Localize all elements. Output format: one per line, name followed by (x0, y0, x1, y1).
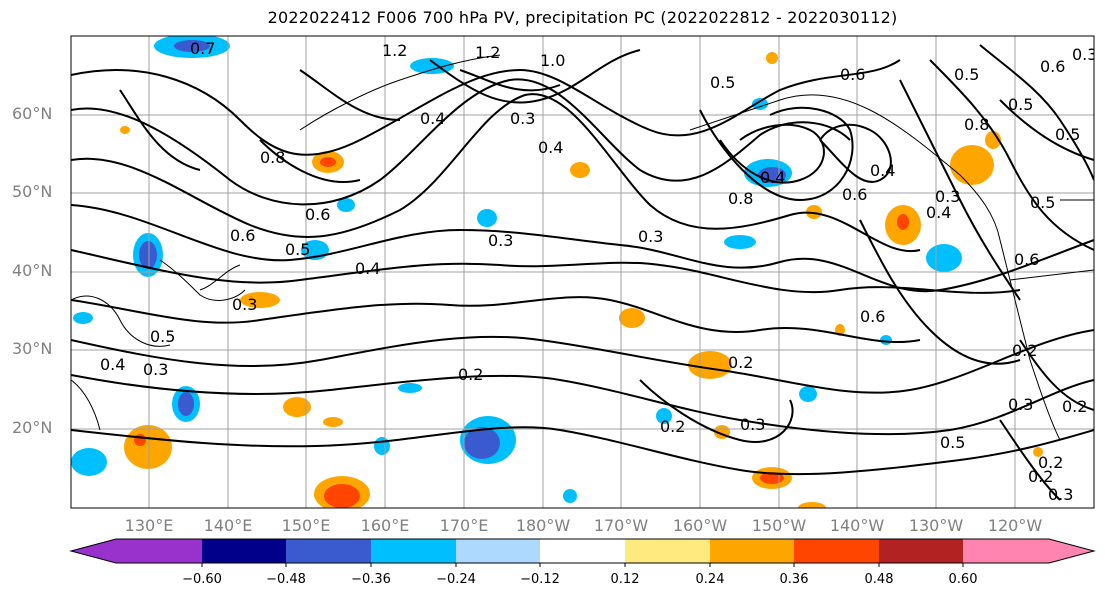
lat-label-50n: 50°N (12, 182, 53, 201)
contour-label: 0.3 (638, 227, 663, 246)
contour-label: 0.3 (232, 295, 257, 314)
map-title: 2022022412 F006 700 hPa PV, precipitatio… (267, 8, 898, 27)
contour-label: 1.0 (540, 51, 565, 70)
contour-label: 0.6 (1040, 57, 1065, 76)
contour-label: 0.7 (190, 39, 215, 58)
contour-label: 0.5 (954, 65, 979, 84)
contour-label: 0.5 (940, 433, 965, 452)
contour-label: 0.2 (728, 353, 753, 372)
contour-label: 0.5 (1008, 95, 1033, 114)
contour-label: 0.6 (230, 226, 255, 245)
contour-label: 0.4 (100, 355, 125, 374)
contour-label: 0.5 (150, 327, 175, 346)
contour-label: 0.3 (143, 360, 168, 379)
contour-label: 0.5 (1030, 193, 1055, 212)
contour-label: 1.2 (382, 41, 407, 60)
colorbar-tick: 0.12 (610, 572, 640, 587)
contour-label: 0.8 (728, 189, 753, 208)
contour-label: 0.2 (1012, 341, 1037, 360)
lon-label: 130°E (124, 516, 174, 535)
contour-label: 0.4 (760, 168, 785, 187)
contour-label: 0.5 (710, 73, 735, 92)
colorbar-tick: 0.60 (948, 572, 978, 587)
contour-label: 0.5 (1055, 125, 1080, 144)
contour-label: 0.2 (1038, 453, 1063, 472)
colorbar-tick: 0.48 (864, 572, 894, 587)
lon-label: 180°W (515, 516, 571, 535)
colorbar-tick: 0.24 (695, 572, 725, 587)
lon-label: 170°E (439, 516, 489, 535)
map-field: 0.7 1.2 1.2 1.0 0.5 0.6 0.5 0.8 0.4 0.3 … (71, 36, 1097, 508)
contour-label: 0.4 (538, 138, 563, 157)
contour-label: 0.4 (355, 259, 380, 278)
contour-label: 0.4 (420, 109, 445, 128)
contour-label: 0.3 (740, 415, 765, 434)
contour-label: 0.4 (870, 161, 895, 180)
colorbar-tick: −0.24 (436, 572, 476, 587)
contour-label: 0.3 (935, 187, 960, 206)
colorbar-tick: −0.48 (266, 572, 306, 587)
colorbar-tick: −0.36 (351, 572, 391, 587)
contour-label: 0.3 (488, 231, 513, 250)
lat-label-30n: 30°N (12, 339, 53, 358)
contour-label: 0.6 (1014, 250, 1039, 269)
lon-label: 160°W (672, 516, 728, 535)
contour-label: 0.3 (1048, 485, 1073, 504)
colorbar-tick: −0.12 (520, 572, 560, 587)
contour-label: 0.8 (964, 115, 989, 134)
lon-label: 140°W (829, 516, 885, 535)
lon-label: 140°E (203, 516, 253, 535)
colorbar-tick: 0.36 (779, 572, 809, 587)
contour-label: 0.3 (1072, 45, 1097, 64)
contour-label: 0.8 (260, 148, 285, 167)
lat-label-20n: 20°N (12, 418, 53, 437)
contour-label: 1.2 (475, 43, 500, 62)
lon-label: 160°E (360, 516, 410, 535)
colorbar-tick: −0.60 (182, 572, 222, 587)
contour-label: 0.6 (860, 307, 885, 326)
contour-label: 0.6 (305, 205, 330, 224)
colorbar (69, 538, 1096, 567)
contour-label: 0.3 (1008, 395, 1033, 414)
contour-label: 0.5 (285, 240, 310, 259)
lon-label: 130°W (908, 516, 964, 535)
lon-label: 170°W (593, 516, 649, 535)
lon-label: 150°W (751, 516, 807, 535)
contour-label: 0.2 (458, 365, 483, 384)
contour-label: 0.6 (842, 185, 867, 204)
contour-label: 0.6 (840, 65, 865, 84)
contour-label: 0.2 (660, 417, 685, 436)
contour-label: 0.3 (510, 109, 535, 128)
contour-label: 0.2 (1028, 467, 1053, 486)
pv-contours (71, 44, 1094, 501)
contour-label: 0.2 (1062, 397, 1087, 416)
lon-label: 120°W (987, 516, 1043, 535)
contour-labels: 0.7 1.2 1.2 1.0 0.5 0.6 0.5 0.8 0.4 0.3 … (100, 39, 1097, 504)
map-frame (70, 35, 1095, 509)
lat-label-40n: 40°N (12, 261, 53, 280)
lat-label-60n: 60°N (12, 104, 53, 123)
contour-label: 0.4 (926, 203, 951, 222)
lon-label: 150°E (281, 516, 331, 535)
coastlines (71, 54, 1094, 441)
